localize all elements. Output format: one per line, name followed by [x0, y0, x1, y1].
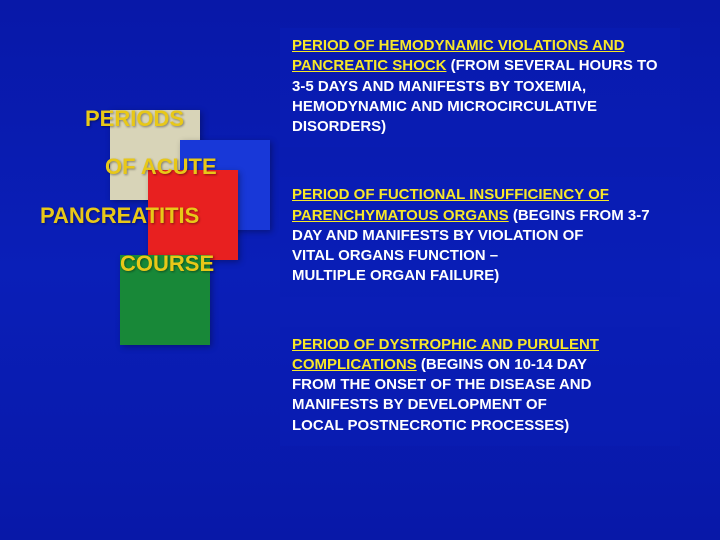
period-block-1: PERIOD OF HEMODYNAMIC VIOLATIONS AND PAN…	[280, 28, 680, 147]
title-line-3: PANCREATITIS	[40, 192, 270, 240]
title-line-2: OF ACUTE	[40, 143, 270, 191]
slide-title: PERIODS OF ACUTE PANCREATITIS COURSE	[40, 95, 270, 289]
title-line-4: COURSE	[40, 240, 270, 288]
period-block-3: PERIOD OF DYSTROPHIC AND PURULENT COMPLI…	[280, 327, 680, 446]
period-block-2: PERIOD OF FUCTIONAL INSUFFICIENCY OF PAR…	[280, 177, 680, 296]
title-line-1: PERIODS	[40, 95, 270, 143]
periods-container: PERIOD OF HEMODYNAMIC VIOLATIONS AND PAN…	[280, 28, 680, 476]
